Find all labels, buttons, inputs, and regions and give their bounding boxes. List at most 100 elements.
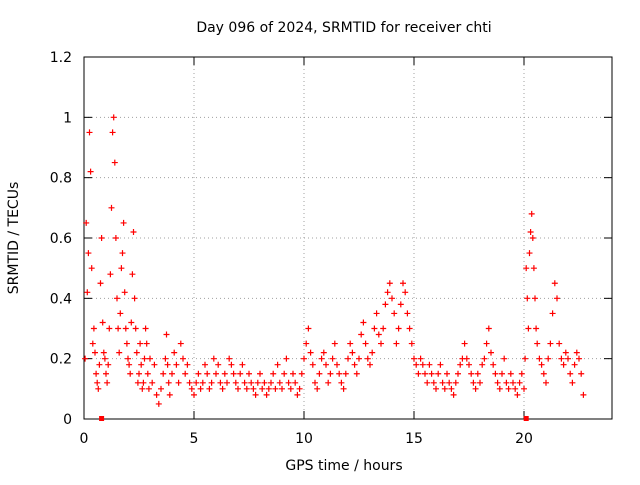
data-point — [472, 385, 479, 392]
data-point — [358, 331, 365, 338]
data-point — [99, 319, 106, 326]
data-point — [149, 379, 156, 386]
data-point — [540, 370, 547, 377]
data-point — [347, 340, 354, 347]
data-point — [301, 355, 307, 362]
data-point — [111, 159, 118, 166]
data-point — [545, 355, 552, 362]
data-point — [108, 204, 115, 211]
data-point — [296, 385, 303, 392]
data-point — [433, 385, 439, 392]
data-point — [428, 370, 435, 377]
data-point — [419, 361, 426, 368]
data-point — [507, 370, 514, 377]
data-point — [164, 361, 171, 368]
data-point — [270, 370, 277, 377]
data-point — [499, 370, 505, 377]
data-point — [345, 355, 351, 362]
data-point — [389, 295, 395, 302]
data-points — [82, 114, 587, 421]
data-point — [415, 370, 422, 377]
data-point — [457, 361, 464, 368]
data-point — [413, 361, 420, 368]
data-point — [92, 349, 98, 356]
data-point — [573, 349, 580, 356]
data-point — [463, 355, 470, 362]
ticks-layer: 0 0.2 0.4 0.6 0.8 1 1.2 0 5 10 15 20 — [50, 50, 612, 447]
data-point — [356, 355, 362, 362]
data-point — [166, 391, 173, 398]
data-point — [141, 355, 148, 362]
data-point — [88, 265, 95, 272]
y-tick-label: 1 — [63, 110, 72, 126]
data-point — [228, 361, 235, 368]
data-point — [536, 355, 543, 362]
data-point — [202, 361, 208, 368]
data-point — [479, 361, 486, 368]
data-point — [353, 370, 360, 377]
data-point — [184, 361, 191, 368]
data-point — [380, 325, 387, 332]
data-point — [466, 361, 472, 368]
y-tick-label: 0 — [63, 412, 72, 428]
data-point — [298, 370, 305, 377]
data-point — [530, 265, 537, 272]
data-point — [250, 385, 257, 392]
data-point — [145, 385, 152, 392]
data-point — [265, 385, 272, 392]
data-point — [367, 361, 373, 368]
data-point — [424, 379, 431, 386]
data-point — [430, 379, 437, 386]
data-point — [237, 370, 244, 377]
data-point — [571, 361, 578, 368]
x-axis-label: GPS time / hours — [285, 458, 402, 474]
data-point — [562, 349, 569, 356]
data-point — [109, 129, 116, 136]
data-point — [127, 370, 134, 377]
data-point — [197, 385, 204, 392]
data-point — [100, 349, 107, 356]
data-point — [285, 379, 292, 386]
data-point — [193, 379, 200, 386]
data-point — [119, 250, 126, 257]
data-point — [560, 361, 567, 368]
data-point — [323, 361, 329, 368]
data-point — [386, 280, 393, 287]
data-point — [292, 379, 299, 386]
y-tick-label: 0.4 — [50, 291, 72, 307]
data-point — [162, 355, 169, 362]
data-point — [248, 379, 255, 386]
data-point — [369, 349, 376, 356]
data-point — [331, 340, 338, 347]
zero-point — [99, 416, 105, 421]
data-point — [529, 235, 536, 241]
x-tick-label: 5 — [190, 431, 199, 447]
data-point — [307, 349, 314, 356]
data-point — [182, 370, 189, 377]
data-point — [490, 361, 497, 368]
data-point — [232, 379, 239, 386]
data-point — [86, 129, 93, 136]
data-point — [448, 385, 455, 392]
data-point — [96, 361, 103, 368]
data-point — [171, 349, 178, 356]
data-point — [143, 340, 150, 347]
data-point — [106, 325, 113, 332]
data-point — [90, 325, 97, 332]
data-point — [206, 385, 213, 392]
data-point — [137, 340, 144, 347]
data-point — [422, 370, 428, 377]
data-point — [408, 340, 415, 347]
data-point — [123, 340, 130, 347]
data-point — [325, 379, 332, 386]
data-point — [441, 385, 448, 392]
data-point — [239, 361, 246, 368]
data-point — [142, 325, 149, 332]
data-point — [329, 355, 336, 362]
data-point — [116, 349, 123, 356]
data-point — [110, 114, 117, 121]
data-point — [426, 361, 433, 368]
data-point — [580, 391, 587, 398]
data-point — [186, 379, 193, 386]
